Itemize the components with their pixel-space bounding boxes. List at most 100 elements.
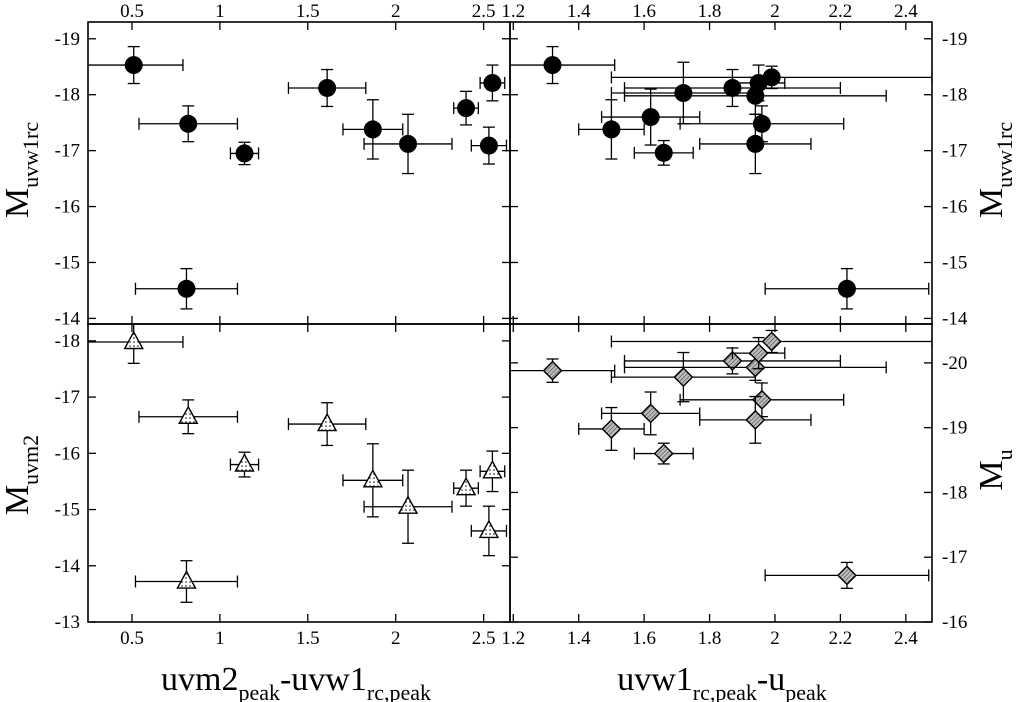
- bottom-right-ytick-label: -18: [942, 482, 967, 503]
- top-right-point: [602, 120, 621, 139]
- top-left-point: [479, 136, 498, 155]
- bottom-left-point: [482, 459, 503, 479]
- top-left-point: [399, 134, 418, 153]
- bottom-right-ytick-label: -19: [942, 418, 967, 439]
- panel-bottom-right: 1.2 1.4 1.6 1.8 2 2.2 2.4 -16 -17 -18 -19 -20: [501, 323, 967, 649]
- bottom-right-point: [640, 403, 661, 424]
- bottom-left-ytick-label: -15: [55, 500, 80, 521]
- top-left-point: [363, 120, 382, 139]
- top-right-point: [654, 143, 673, 162]
- top-left-ytick-label: -15: [55, 252, 80, 273]
- bottom-left-xtick-label: 1: [215, 628, 225, 649]
- top-left-xtick-label: 1: [215, 1, 225, 22]
- top-left-point: [177, 279, 196, 298]
- bottom-right-point: [722, 350, 743, 371]
- bottom-right-xtick-label: 2.2: [829, 628, 853, 649]
- top-left-xtick-label: 2: [391, 1, 401, 22]
- bottom-right-point: [836, 565, 857, 586]
- bottom-left-ytick-label: -18: [55, 331, 80, 352]
- bottom-left-xtick-label: 1.5: [296, 628, 320, 649]
- top-right-xtick-label: 1.4: [567, 1, 591, 22]
- bottom-right-xtick-label: 1.4: [567, 628, 591, 649]
- panel-top-left: 0.5 1 1.5 2 2.5 -14 -15 -16 -17 -18 -19: [55, 1, 511, 329]
- top-left-ytick-label: -19: [55, 29, 80, 50]
- top-right-xtick-label: 1.8: [698, 1, 722, 22]
- bottom-right-point: [673, 367, 694, 388]
- top-left-ytick-label: -16: [55, 197, 80, 218]
- top-right-ytick-label: -15: [942, 252, 967, 273]
- bottom-left-point: [176, 570, 197, 589]
- panel-bottom-left: 0.5 1 1.5 2 2.5 -13 -14 -15 -16 -17 -18: [55, 323, 511, 649]
- top-left-point: [318, 78, 337, 97]
- bottom-right-point: [653, 443, 674, 464]
- top-left-xtick-label: 2.5: [472, 1, 496, 22]
- bottom-right-point: [761, 331, 782, 352]
- top-right-ytick-label: -14: [942, 308, 968, 329]
- bottom-right-point: [748, 343, 769, 364]
- bottom-left-point: [362, 468, 384, 488]
- bottom-left-xtick-label: 2: [391, 628, 401, 649]
- x-axis-title-left: uvm2peak-uvw1rc,peak: [161, 661, 431, 702]
- top-right-xtick-label: 1.6: [632, 1, 656, 22]
- top-left-point: [124, 56, 143, 75]
- bottom-left-ytick-label: -16: [55, 443, 80, 464]
- bottom-right-ytick-label: -20: [942, 353, 967, 374]
- top-right-frame: [509, 21, 933, 325]
- top-right-point: [746, 134, 765, 153]
- top-left-point: [179, 114, 198, 133]
- top-left-xtick-label: 0.5: [120, 1, 144, 22]
- bottom-right-ytick-label: -17: [942, 547, 967, 568]
- bottom-left-point: [478, 519, 500, 539]
- bottom-left-ytick-label: -14: [55, 556, 81, 577]
- bottom-right-xtick-label: 1.6: [632, 628, 656, 649]
- bottom-right-xtick-label: 1.2: [501, 628, 525, 649]
- top-right-ytick-label: -19: [942, 29, 967, 50]
- bottom-left-ytick-label: -13: [55, 612, 80, 633]
- y-axis-title-top-left: Muvw1rc: [0, 122, 43, 218]
- bottom-right-xtick-label: 2.4: [894, 628, 918, 649]
- bottom-left-point: [455, 476, 477, 496]
- top-right-xtick-label: 2.4: [894, 1, 918, 22]
- top-right-xtick-label: 1.2: [501, 1, 525, 22]
- y-axis-title-bottom-left: Muvm2: [0, 435, 43, 515]
- x-axis-title-right: uvw1rc,peak-upeak: [617, 661, 827, 702]
- bottom-left-xtick-label: 0.5: [120, 628, 144, 649]
- bottom-right-point: [745, 357, 766, 378]
- bottom-right-xtick-label: 1.8: [698, 628, 722, 649]
- bottom-right-frame: [509, 323, 933, 623]
- top-left-xtick-label: 1.5: [296, 1, 320, 22]
- bottom-left-ytick-label: -17: [55, 387, 80, 408]
- y-axis-title-top-right: Muvw1rc: [973, 122, 1017, 218]
- top-right-point: [837, 279, 856, 298]
- bottom-left-frame: [87, 323, 511, 623]
- bottom-right-xtick-label: 2: [770, 628, 780, 649]
- bottom-right-point: [745, 409, 766, 430]
- top-left-point: [235, 144, 254, 163]
- top-right-xtick-label: 2: [770, 1, 780, 22]
- panel-top-right: 1.2 1.4 1.6 1.8 2 2.2 2.4 -14 -15 -16 -17 -18 -19: [501, 1, 968, 329]
- bottom-left-point: [123, 330, 144, 350]
- bottom-left-point: [397, 495, 419, 514]
- top-right-xtick-label: 2.2: [829, 1, 853, 22]
- top-left-ytick-label: -17: [55, 141, 80, 162]
- y-axis-title-bottom-right: Mu: [973, 449, 1017, 490]
- top-right-ytick-label: -16: [942, 197, 967, 218]
- bottom-left-point: [178, 405, 199, 424]
- bottom-left-point: [316, 412, 338, 432]
- top-right-point: [752, 114, 771, 133]
- top-right-ytick-label: -18: [942, 85, 967, 106]
- top-left-frame: [87, 21, 511, 325]
- top-left-point: [457, 99, 476, 118]
- top-right-point: [674, 84, 693, 103]
- bottom-right-point: [601, 418, 622, 439]
- top-left-point: [483, 73, 502, 92]
- bottom-left-point: [234, 453, 255, 472]
- top-right-point: [543, 56, 562, 75]
- top-left-ytick-label: -18: [55, 85, 80, 106]
- top-right-point: [641, 108, 660, 127]
- bottom-right-ytick-label: -16: [942, 612, 967, 633]
- top-right-ytick-label: -17: [942, 141, 967, 162]
- bottom-left-xtick-label: 2.5: [472, 628, 496, 649]
- top-right-point: [762, 68, 781, 87]
